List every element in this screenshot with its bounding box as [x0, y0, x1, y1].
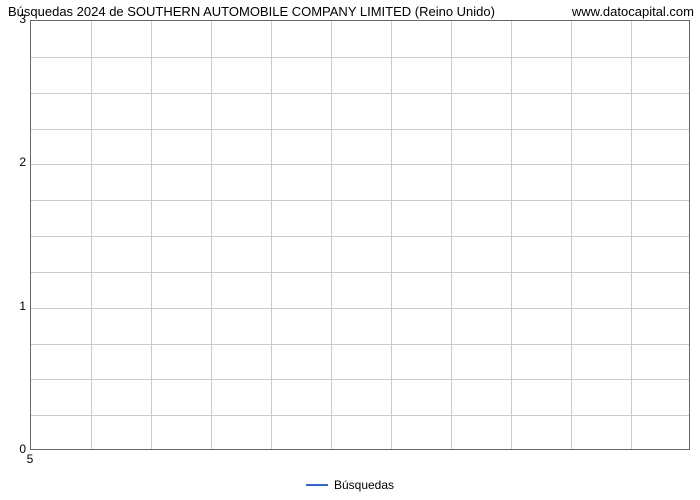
- gridline-horizontal: [31, 164, 689, 165]
- gridline-horizontal: [31, 93, 689, 94]
- gridline-vertical: [211, 21, 212, 449]
- watermark-text: www.datocapital.com: [572, 4, 694, 19]
- legend-label: Búsquedas: [334, 478, 394, 492]
- gridline-horizontal: [31, 236, 689, 237]
- gridline-horizontal: [31, 272, 689, 273]
- gridline-horizontal: [31, 379, 689, 380]
- y-tick-label: 2: [6, 155, 26, 169]
- gridline-vertical: [331, 21, 332, 449]
- chart-legend: Búsquedas: [0, 478, 700, 492]
- legend-swatch: [306, 484, 328, 486]
- gridline-vertical: [451, 21, 452, 449]
- gridline-vertical: [391, 21, 392, 449]
- plot-area: [30, 20, 690, 450]
- chart-title: Búsquedas 2024 de SOUTHERN AUTOMOBILE CO…: [8, 4, 495, 19]
- y-tick-label: 3: [6, 12, 26, 26]
- y-tick-label: 1: [6, 299, 26, 313]
- gridline-vertical: [571, 21, 572, 449]
- gridline-horizontal: [31, 57, 689, 58]
- gridline-vertical: [151, 21, 152, 449]
- gridline-horizontal: [31, 344, 689, 345]
- gridline-horizontal: [31, 200, 689, 201]
- gridline-vertical: [91, 21, 92, 449]
- x-tick-label: 5: [20, 452, 40, 466]
- gridline-vertical: [271, 21, 272, 449]
- gridline-vertical: [511, 21, 512, 449]
- gridline-horizontal: [31, 415, 689, 416]
- gridline-horizontal: [31, 308, 689, 309]
- gridline-vertical: [631, 21, 632, 449]
- gridline-horizontal: [31, 129, 689, 130]
